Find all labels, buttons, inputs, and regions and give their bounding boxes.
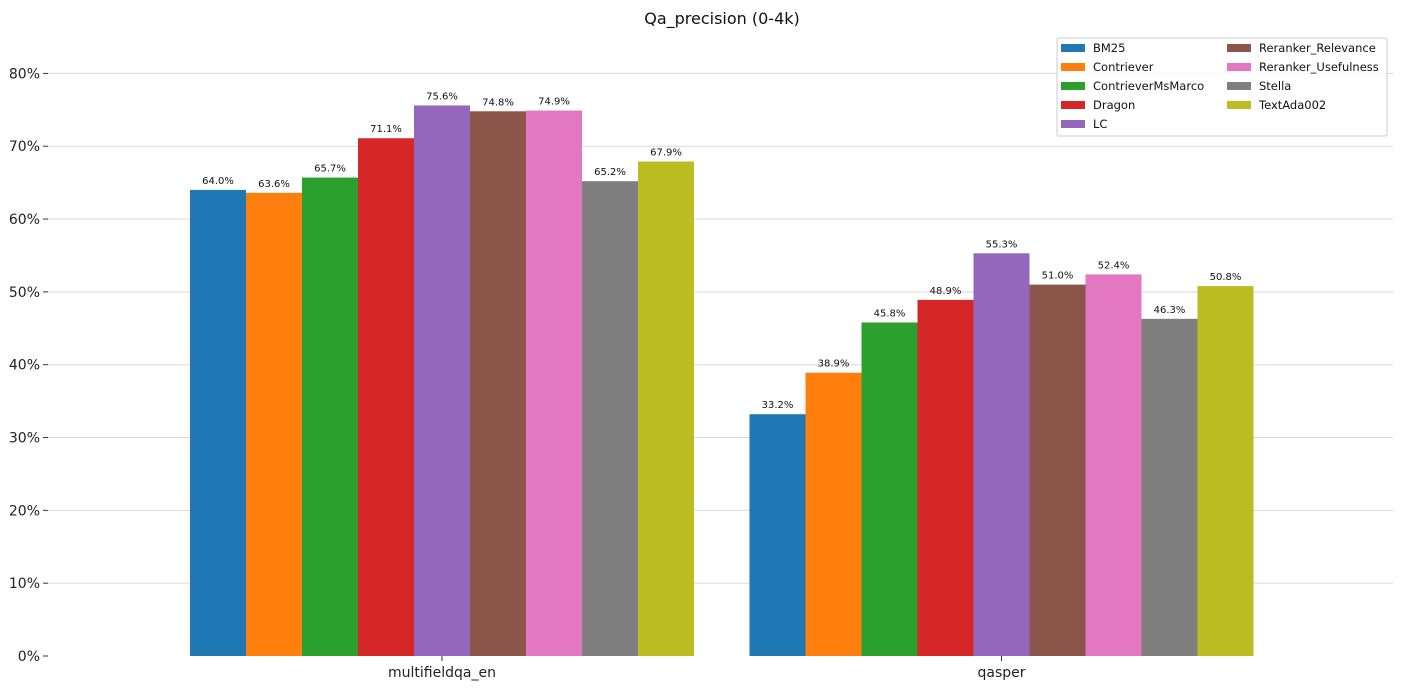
bar-value-label: 38.9% <box>818 359 850 370</box>
bar <box>638 161 694 656</box>
legend-entry-label: Dragon <box>1093 98 1135 112</box>
bar <box>973 253 1030 656</box>
legend-swatch <box>1227 82 1251 90</box>
legend-entry-label: BM25 <box>1093 41 1125 55</box>
bar-value-label: 51.0% <box>1042 271 1074 282</box>
bar-value-label: 71.1% <box>370 124 402 135</box>
y-tick-label: 10% <box>9 576 40 592</box>
bar <box>1029 284 1086 656</box>
legend-box <box>1056 37 1388 137</box>
bars: 64.0% 63.6% 65.7% 71.1% 75.6% 74.8% 74.9% 65.2%… <box>190 91 1254 657</box>
legend-entry-label: Stella <box>1259 79 1291 93</box>
x-tick-label: qasper <box>977 665 1025 681</box>
legend-swatch <box>1061 101 1085 109</box>
bar <box>526 110 582 657</box>
legend-entry-label: Contriever <box>1093 60 1154 74</box>
bar-value-label: 65.2% <box>594 167 626 178</box>
x-axis: multifieldqa_en qasper <box>388 656 1026 681</box>
legend-entry-label: ContrieverMsMarco <box>1093 79 1204 93</box>
bar <box>414 105 470 657</box>
legend-entry-label: LC <box>1093 117 1107 131</box>
bar <box>302 177 358 656</box>
bar-value-label: 74.9% <box>538 97 570 108</box>
y-tick-label: 20% <box>9 503 40 519</box>
bar <box>358 138 414 656</box>
bar-value-label: 55.3% <box>986 239 1018 250</box>
bar <box>917 299 974 656</box>
legend-entry-label: Reranker_Usefulness <box>1259 60 1379 74</box>
legend-entry-label: TextAda002 <box>1258 98 1326 112</box>
bar-value-label: 52.4% <box>1098 260 1130 271</box>
bar <box>1197 286 1254 656</box>
y-tick-label: 0% <box>18 649 40 665</box>
x-tick-label: multifieldqa_en <box>388 665 496 681</box>
bar-value-label: 33.2% <box>762 400 794 411</box>
bar <box>190 189 246 656</box>
bar <box>749 414 806 656</box>
legend: BM25 Contriever ContrieverMsMarco Dragon LC R… <box>1056 37 1388 137</box>
legend-swatch <box>1061 82 1085 90</box>
chart-title: Qa_precision (0-4k) <box>644 9 800 29</box>
bar <box>246 192 302 656</box>
legend-swatch <box>1227 101 1251 109</box>
y-tick-label: 60% <box>9 212 40 228</box>
legend-entry-label: Reranker_Relevance <box>1259 41 1376 55</box>
bar <box>1085 274 1142 656</box>
bar <box>582 181 638 656</box>
legend-swatch <box>1227 63 1251 71</box>
y-tick-label: 30% <box>9 431 40 447</box>
bar-value-label: 50.8% <box>1210 272 1242 283</box>
bar-value-label: 48.9% <box>930 286 962 297</box>
legend-swatch <box>1061 120 1085 128</box>
legend-swatch <box>1227 44 1251 52</box>
bar-value-label: 63.6% <box>258 179 290 190</box>
bar-value-label: 46.3% <box>1154 305 1186 316</box>
legend-swatch <box>1061 63 1085 71</box>
bar-value-label: 64.0% <box>202 176 234 187</box>
bar-value-label: 45.8% <box>874 308 906 319</box>
bar-value-label: 75.6% <box>426 91 458 102</box>
bar <box>805 372 862 656</box>
y-tick-label: 70% <box>9 139 40 155</box>
y-tick-label: 40% <box>9 358 40 374</box>
y-tick-label: 80% <box>9 66 40 82</box>
bar-value-label: 65.7% <box>314 164 346 175</box>
legend-swatch <box>1061 44 1085 52</box>
bar <box>1141 318 1198 656</box>
bar-value-label: 67.9% <box>650 148 682 159</box>
y-tick-label: 50% <box>9 285 40 301</box>
bar <box>861 322 918 656</box>
y-axis: 0% 10% 20% 30% 40% 50% 60% 70% 80% <box>9 66 48 665</box>
bar <box>470 111 526 656</box>
bar-value-label: 74.8% <box>482 97 514 108</box>
